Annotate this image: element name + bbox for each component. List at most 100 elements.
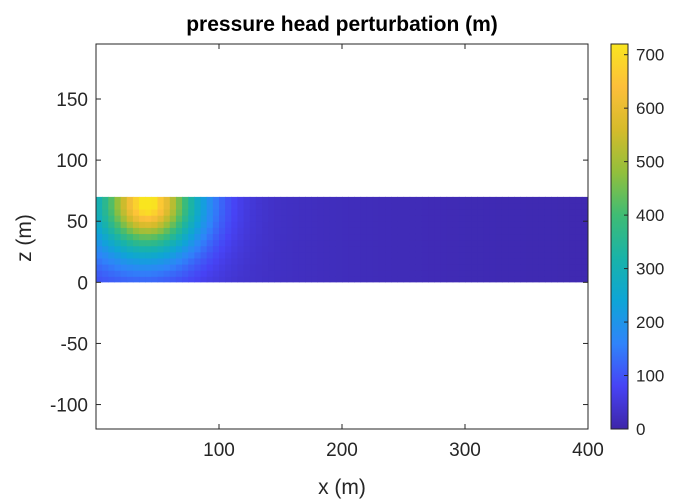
heatmap-cell [255,251,263,259]
heatmap-cell [305,209,312,216]
heatmap-cell [569,239,577,247]
heatmap-cell [175,227,183,235]
heatmap-cell [342,227,349,235]
heatmap-cell [508,209,515,216]
heatmap-cell [145,196,152,204]
heatmap-cell [323,251,331,259]
heatmap-cell [434,227,441,235]
heatmap-cell [544,245,552,253]
heatmap-cell [132,227,140,235]
heatmap-cell [274,251,282,259]
heatmap-cell [465,239,472,247]
heatmap-cell [145,251,152,259]
heatmap-cell [249,202,257,210]
heatmap-cell [465,215,472,222]
heatmap-cell [415,251,423,259]
heatmap-cell [520,202,528,210]
heatmap-cell [169,227,177,235]
heatmap-cell [391,202,398,210]
heatmap-cell [305,257,312,265]
heatmap-cell [151,196,159,204]
heatmap-cell [243,221,251,228]
heatmap-cell [96,209,103,216]
heatmap-cell [409,202,417,210]
heatmap-cell [428,227,435,235]
heatmap-cell [342,257,349,265]
heatmap-cell [471,221,478,228]
heatmap-cell [378,239,386,247]
heatmap-cell [231,257,239,265]
heatmap-cell [169,196,177,204]
heatmap-cell [225,257,232,265]
heatmap-cell [292,251,300,259]
heatmap-cell [415,276,423,283]
heatmap-cell [342,233,349,241]
heatmap-cell [206,215,214,222]
heatmap-cell [342,196,349,204]
heatmap-cell [305,215,312,222]
heatmap-cell [292,215,300,222]
heatmap-cell [581,257,588,265]
heatmap-cell [212,196,220,204]
heatmap-cell [243,264,251,271]
heatmap-cell [372,245,380,253]
heatmap-cell [120,245,128,253]
heatmap-cell [305,227,312,235]
heatmap-cell [219,215,226,222]
heatmap-cell [169,221,177,228]
heatmap-cell [311,239,318,247]
heatmap-cell [508,276,515,283]
heatmap-cell [538,257,546,265]
heatmap-cell [557,264,564,271]
heatmap-cell [120,202,128,210]
heatmap-cell [305,276,312,283]
heatmap-cell [311,227,318,235]
heatmap-cell [225,251,232,259]
heatmap-cell [108,233,116,241]
heatmap-cell [551,233,558,241]
heatmap-cell [378,270,386,277]
heatmap-cell [495,196,503,204]
heatmap-cell [305,239,312,247]
heatmap-cell [458,209,466,216]
heatmap-cell [378,202,386,210]
heatmap-cell [434,233,441,241]
heatmap-cell [268,196,275,204]
heatmap-cell [391,264,398,271]
heatmap-cell [348,264,355,271]
heatmap-cell [452,202,460,210]
heatmap-cell [581,221,588,228]
heatmap-cell [329,270,337,277]
heatmap-cell [237,233,245,241]
heatmap-cell [139,276,146,283]
heatmap-cell [182,196,189,204]
heatmap-cell [219,276,226,283]
heatmap-cell [415,196,423,204]
heatmap-cell [175,202,183,210]
heatmap-cell [323,245,331,253]
heatmap-cell [292,276,300,283]
heatmap-cell [483,202,491,210]
heatmap-cell [175,257,183,265]
colorbar-ticks: 0 100 200 300 400 500 600 700 [624,46,664,439]
heatmap-cell [249,239,257,247]
heatmap-cell [298,215,306,222]
heatmap-cell [428,215,435,222]
heatmap-cell [360,202,368,210]
heatmap-cell [169,251,177,259]
heatmap-cell [268,233,275,241]
heatmap-cell [409,276,417,283]
heatmap-cell [360,209,368,216]
heatmap-cell [514,264,521,271]
heatmap-cell [188,270,195,277]
heatmap-cell [329,251,337,259]
heatmap-cell [563,270,571,277]
heatmap-cell [428,233,435,241]
heatmap-cell [477,239,485,247]
heatmap-cell [108,270,116,277]
heatmap-cell [446,196,454,204]
heatmap-cell [434,209,441,216]
heatmap-cell [243,257,251,265]
heatmap-cell [385,227,392,235]
heatmap-cell [354,221,362,228]
